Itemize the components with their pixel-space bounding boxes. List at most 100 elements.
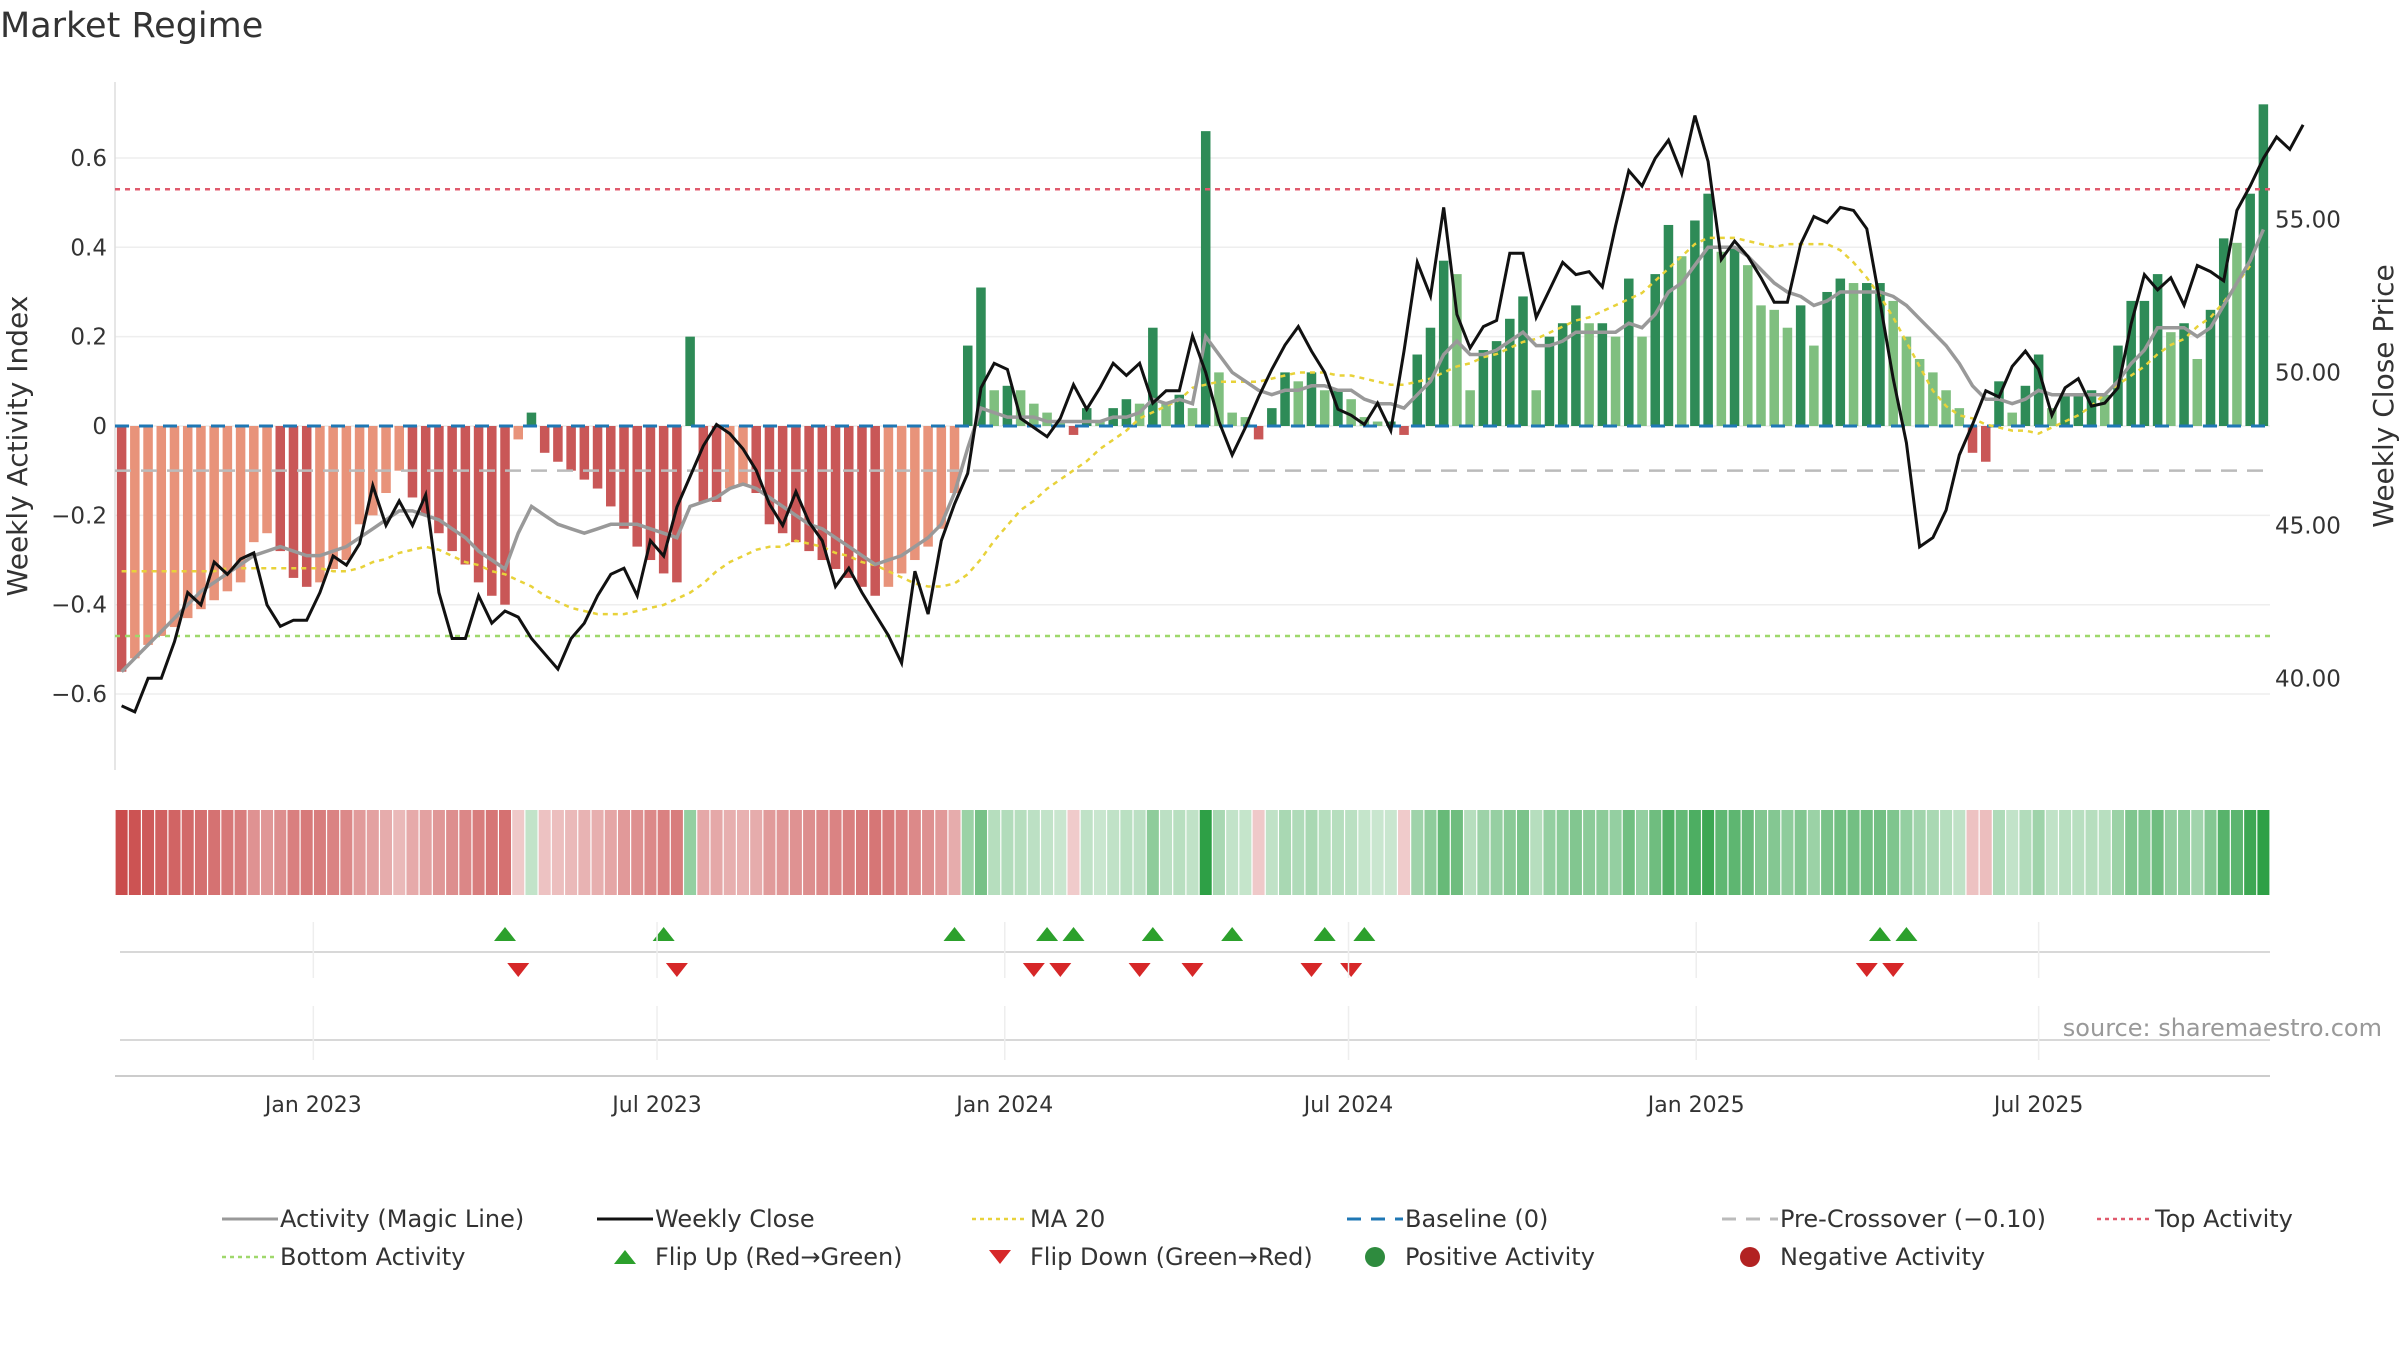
activity-bar	[249, 426, 259, 543]
regime-cell	[168, 810, 181, 895]
flip-up-marker	[1313, 927, 1336, 941]
activity-bar	[857, 426, 867, 587]
activity-bar	[606, 426, 616, 507]
regime-cell	[1279, 810, 1292, 895]
weekly-close-line	[120, 115, 2305, 714]
flip-up-marker	[1221, 927, 1244, 941]
flip-up-marker	[1036, 927, 1059, 941]
legend-item: Bottom Activity	[220, 1243, 465, 1271]
regime-cell	[1556, 810, 1569, 895]
regime-cell	[115, 810, 128, 895]
regime-cell	[446, 810, 459, 895]
activity-bar	[738, 426, 748, 485]
regime-cell	[617, 810, 631, 895]
x-tick-label: Jan 2023	[263, 1093, 362, 1118]
activity-bar	[711, 426, 722, 502]
regime-cell	[512, 810, 525, 895]
activity-bar	[896, 426, 907, 574]
activity-bar	[447, 426, 457, 552]
activity-bar	[420, 426, 431, 516]
regime-cell	[1900, 810, 1913, 895]
activity-bar	[1544, 336, 1555, 426]
activity-bar	[1240, 417, 1251, 426]
regime-cell	[763, 810, 776, 895]
regime-cell	[1847, 810, 1860, 895]
regime-cell	[1305, 810, 1318, 895]
left-tick-label: 0.2	[70, 325, 107, 351]
activity-bar	[2218, 238, 2229, 426]
left-tick-label: −0.4	[51, 593, 107, 619]
regime-cell	[882, 810, 895, 895]
activity-bar	[262, 426, 272, 534]
regime-cell	[459, 810, 472, 895]
regime-cell	[1887, 810, 1900, 895]
activity-bar	[1795, 305, 1806, 426]
activity-bar	[328, 426, 338, 569]
regime-cell	[1080, 810, 1093, 895]
regime-cell	[1160, 810, 1173, 895]
activity-bar	[1901, 336, 1912, 426]
regime-cell	[2085, 810, 2098, 895]
regime-cell	[1741, 810, 1754, 895]
regime-cell	[221, 810, 234, 895]
regime-cell	[1107, 810, 1120, 895]
activity-bar	[1505, 318, 1515, 426]
activity-bar	[539, 426, 550, 453]
regime-cell	[1239, 810, 1252, 895]
activity-bar	[1306, 372, 1317, 426]
activity-bar	[1015, 390, 1026, 426]
legend-label: Pre-Crossover (−0.10)	[1780, 1205, 2047, 1233]
legend-label: Flip Up (Red→Green)	[655, 1243, 903, 1271]
activity-bar	[910, 426, 920, 561]
activity-bar	[1928, 372, 1938, 426]
activity-bar	[1068, 426, 1079, 435]
activity-bar	[1465, 390, 1475, 426]
activity-bar	[1425, 327, 1436, 426]
activity-bar	[645, 426, 656, 561]
activity-bar	[1187, 408, 1198, 426]
activity-bar	[1610, 336, 1621, 426]
activity-bar	[1809, 345, 1819, 426]
regime-cell	[1001, 810, 1014, 895]
flip-up-marker	[1868, 927, 1891, 941]
regime-cell	[2019, 810, 2032, 895]
regime-cell	[1424, 810, 1437, 895]
regime-cell	[988, 810, 1001, 895]
regime-cell	[1411, 810, 1424, 895]
regime-cell	[2164, 810, 2177, 895]
activity-bar	[394, 426, 405, 471]
flip-up-marker	[652, 927, 675, 941]
activity-bar	[1848, 283, 1859, 426]
regime-cell	[565, 810, 578, 895]
activity-bar	[1994, 381, 2004, 426]
dotted-legend-icon	[222, 1255, 278, 1259]
legend-item: Pre-Crossover (−0.10)	[1720, 1205, 2046, 1233]
activity-bar	[1690, 220, 1700, 426]
activity-bar	[817, 426, 828, 561]
y-axis-label-left: Weekly Activity Index	[1, 296, 34, 597]
legend-label: Weekly Close	[655, 1205, 815, 1233]
regime-cell	[842, 810, 855, 895]
activity-bar	[632, 426, 642, 547]
activity-bar	[1941, 390, 1951, 426]
regime-cell	[1979, 810, 1992, 895]
regime-cell	[327, 810, 340, 895]
regime-cell	[1437, 810, 1450, 895]
activity-bar	[275, 426, 286, 552]
activity-bar	[368, 426, 378, 516]
activity-bar	[1743, 265, 1753, 426]
regime-cell	[1569, 810, 1582, 895]
activity-bar	[2007, 412, 2017, 426]
activity-bar	[1716, 251, 1727, 426]
regime-cell	[1252, 810, 1265, 895]
regime-cell	[1093, 810, 1106, 895]
legend-item: Top Activity	[2095, 1205, 2293, 1233]
activity-bar	[341, 426, 352, 561]
activity-bar	[513, 426, 523, 440]
regime-cell	[710, 810, 723, 895]
regime-cell	[855, 810, 868, 895]
activity-bar	[1253, 426, 1264, 440]
regime-cell	[2178, 810, 2191, 895]
regime-cell	[1199, 810, 1212, 895]
regime-cell	[1543, 810, 1556, 895]
